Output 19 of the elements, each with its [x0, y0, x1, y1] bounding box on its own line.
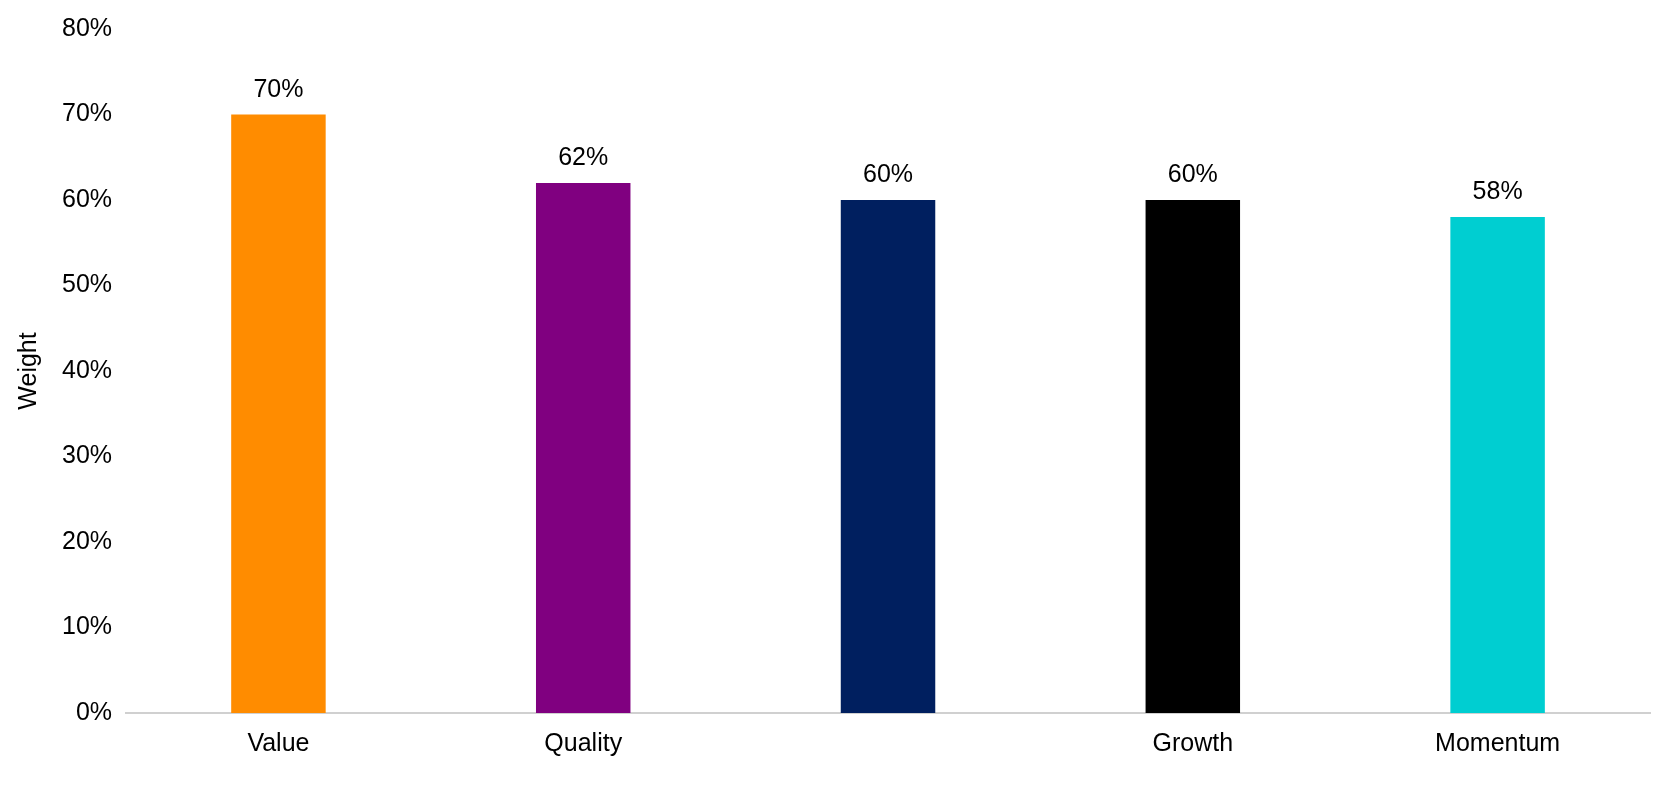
data-label: 58%	[1472, 176, 1523, 205]
y-tick-label: 60%	[61, 183, 113, 212]
x-tick-label: Quality	[544, 727, 623, 756]
data-label: 62%	[558, 142, 609, 171]
x-tick-label: Momentum	[1435, 727, 1561, 756]
data-label: 60%	[1167, 159, 1218, 188]
y-tick-label: 10%	[61, 611, 113, 640]
x-tick-label: Growth	[1152, 727, 1234, 756]
y-tick-label: 30%	[61, 440, 113, 469]
y-tick-label: 80%	[61, 12, 113, 41]
y-tick-label: 40%	[61, 354, 113, 383]
y-axis-title: Weight	[12, 332, 41, 410]
x-tick-label: Value	[247, 727, 310, 756]
y-tick-label: 70%	[61, 98, 113, 127]
data-label: 70%	[253, 73, 304, 102]
data-label: 60%	[862, 159, 914, 188]
y-tick-label: 0%	[75, 696, 113, 725]
y-tick-label: 20%	[61, 525, 113, 554]
y-tick-label: 50%	[61, 269, 113, 298]
